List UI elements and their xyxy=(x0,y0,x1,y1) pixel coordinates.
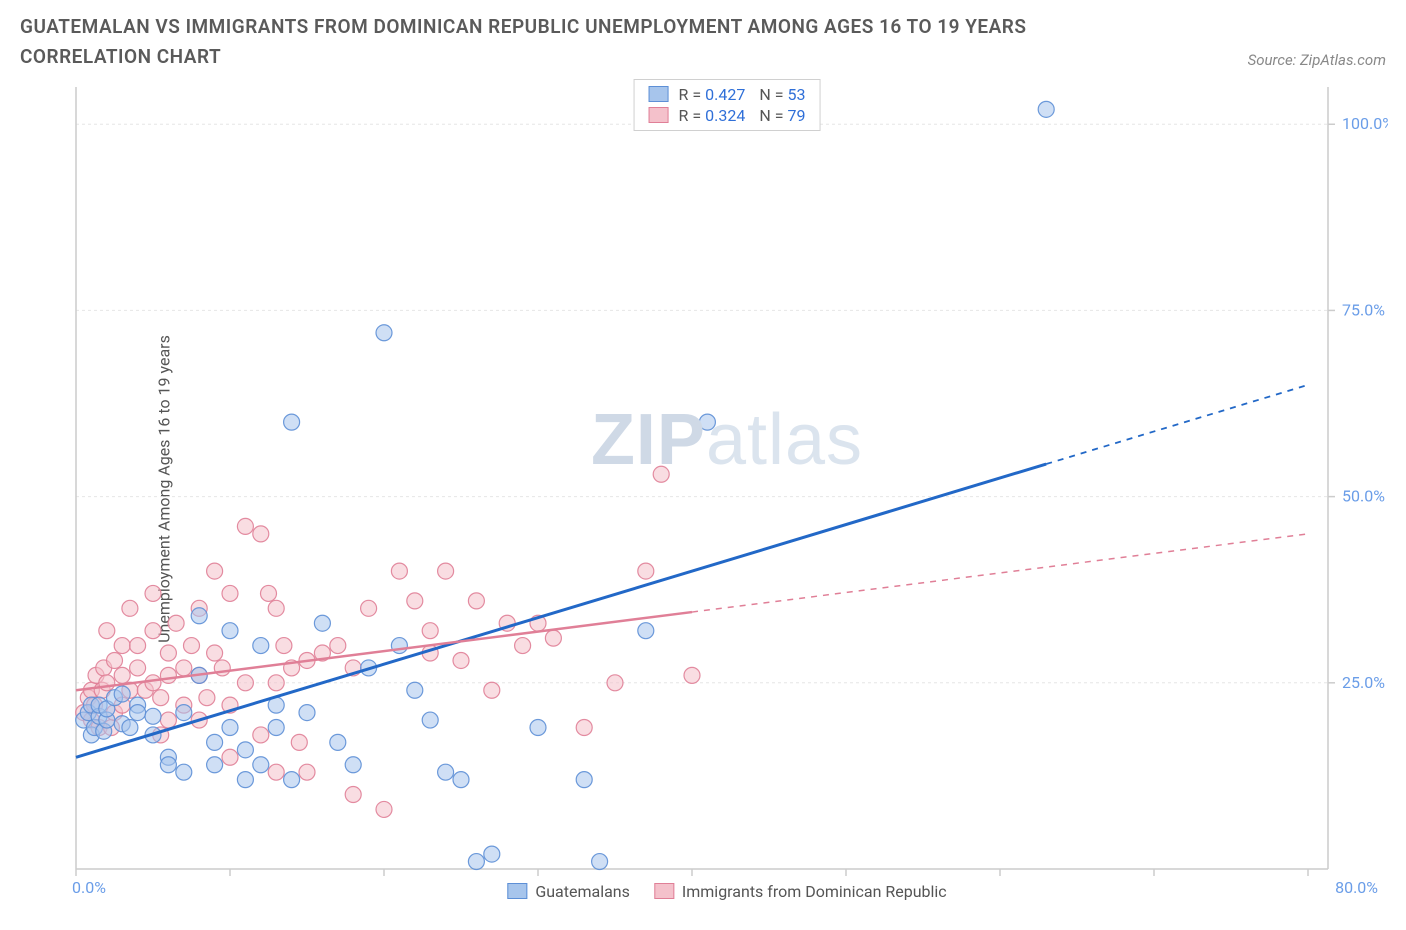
scatter-plot: 0.0% 80.0% 25.0% 50.0% 75.0% 100.0% xyxy=(68,79,1388,899)
source-credit: Source: ZipAtlas.com xyxy=(1248,51,1386,69)
svg-text:25.0%: 25.0% xyxy=(1342,673,1385,692)
series-swatch xyxy=(649,107,669,123)
svg-text:100.0%: 100.0% xyxy=(1342,114,1388,133)
stats-legend-box: R = 0.427N = 53 R = 0.324N = 79 xyxy=(634,79,821,131)
legend-label: Guatemalans xyxy=(535,882,630,901)
stats-row: R = 0.324N = 79 xyxy=(649,105,806,126)
legend-item: Immigrants from Dominican Republic xyxy=(654,882,947,901)
chart-container: Unemployment Among Ages 16 to 19 years 0… xyxy=(20,79,1386,899)
series-swatch xyxy=(654,883,674,899)
svg-text:50.0%: 50.0% xyxy=(1342,486,1385,505)
series-swatch xyxy=(507,883,527,899)
stats-text: R = 0.324N = 79 xyxy=(679,106,806,125)
stats-row: R = 0.427N = 53 xyxy=(649,84,806,105)
svg-text:0.0%: 0.0% xyxy=(72,878,106,897)
stats-text: R = 0.427N = 53 xyxy=(679,85,806,104)
svg-text:75.0%: 75.0% xyxy=(1342,300,1385,319)
legend-label: Immigrants from Dominican Republic xyxy=(682,882,947,901)
legend-item: Guatemalans xyxy=(507,882,630,901)
svg-text:80.0%: 80.0% xyxy=(1335,878,1378,897)
chart-title: GUATEMALAN VS IMMIGRANTS FROM DOMINICAN … xyxy=(20,12,1120,73)
series-swatch xyxy=(649,86,669,102)
series-legend: Guatemalans Immigrants from Dominican Rep… xyxy=(507,882,946,901)
